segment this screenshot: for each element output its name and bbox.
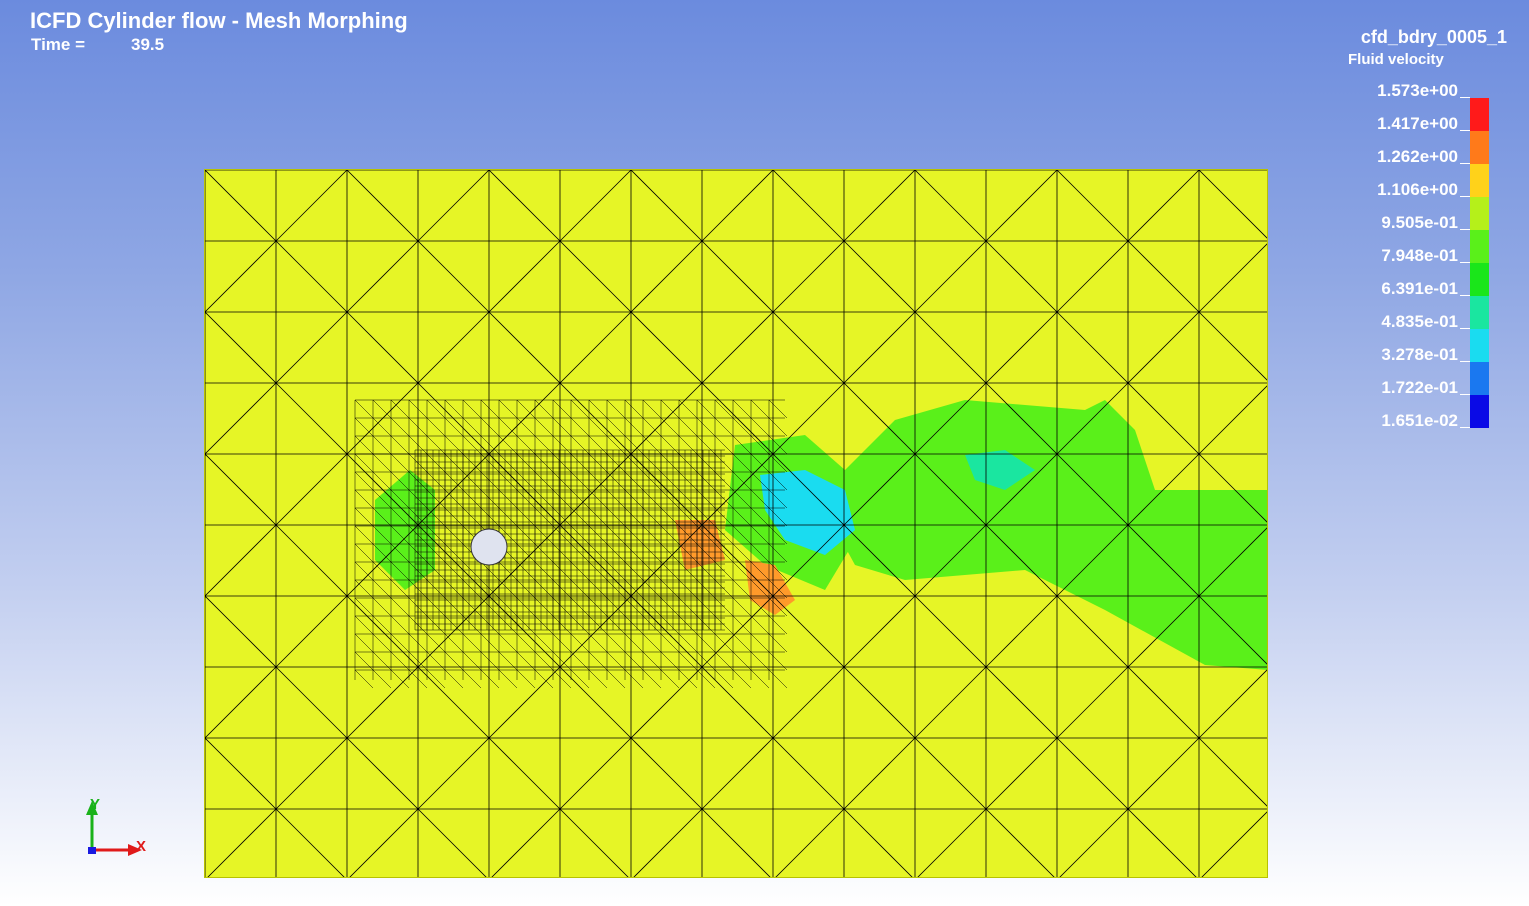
- colorbar-band: [1470, 362, 1489, 395]
- y-axis-label: Y: [90, 796, 100, 813]
- time-label: Time =: [31, 35, 86, 54]
- colorbar-band: [1470, 197, 1489, 230]
- view-title: ICFD Cylinder flow - Mesh Morphing: [30, 8, 408, 33]
- legend-variable: Fluid velocity: [1348, 51, 1444, 68]
- legend-ticks: [1460, 97, 1470, 428]
- legend-colorbar: [1470, 98, 1489, 428]
- y-axis-arrow: [86, 801, 98, 815]
- z-axis-marker: [88, 847, 96, 854]
- legend-level: 9.505e-01: [1381, 213, 1458, 232]
- legend-level: 1.106e+00: [1377, 180, 1458, 199]
- colorbar-band: [1470, 263, 1489, 296]
- axis-triad: Y X: [86, 796, 146, 856]
- time-value: 39.5: [131, 35, 165, 54]
- cylinder: [470, 528, 508, 566]
- legend-level: 3.278e-01: [1381, 345, 1458, 364]
- time-readout: Time = 39.5: [31, 35, 164, 55]
- colorbar-band: [1470, 230, 1489, 263]
- legend-level: 1.722e-01: [1381, 378, 1458, 397]
- teal-region: [965, 450, 1035, 490]
- cyan-region: [760, 470, 855, 555]
- orange-region-small: [675, 520, 725, 570]
- dense-mesh-lines: [354, 399, 788, 689]
- legend-level: 1.651e-02: [1381, 411, 1458, 430]
- coarse-mesh: [205, 170, 1267, 877]
- colorbar-band: [1470, 98, 1489, 131]
- legend-level-labels: 1.573e+00 1.417e+00 1.262e+00 1.106e+00 …: [1340, 80, 1458, 443]
- legend-level: 1.262e+00: [1377, 147, 1458, 166]
- mesh-viewport[interactable]: [204, 169, 1268, 878]
- velocity-contour-mesh: [205, 170, 1267, 877]
- colorbar-band: [1470, 164, 1489, 197]
- legend-level: 1.417e+00: [1377, 114, 1458, 133]
- colorbar-band: [1470, 395, 1489, 428]
- legend-level: 1.573e+00: [1377, 81, 1458, 100]
- upstream-region: [375, 470, 435, 590]
- colorbar-band: [1470, 329, 1489, 362]
- colorbar-band: [1470, 131, 1489, 164]
- legend-level: 6.391e-01: [1381, 279, 1458, 298]
- low-velocity-wake: [825, 400, 1267, 670]
- orange-region: [745, 560, 795, 615]
- colorbar-band: [1470, 296, 1489, 329]
- legend-level: 7.948e-01: [1381, 246, 1458, 265]
- mesh-lines: [205, 170, 1267, 877]
- legend-level: 4.835e-01: [1381, 312, 1458, 331]
- velocity-contours: [375, 400, 1267, 670]
- x-axis-arrow: [128, 844, 142, 856]
- refined-mesh: [354, 399, 788, 689]
- x-axis-label: X: [136, 838, 146, 855]
- legend-part-name: cfd_bdry_0005_1: [1360, 27, 1507, 47]
